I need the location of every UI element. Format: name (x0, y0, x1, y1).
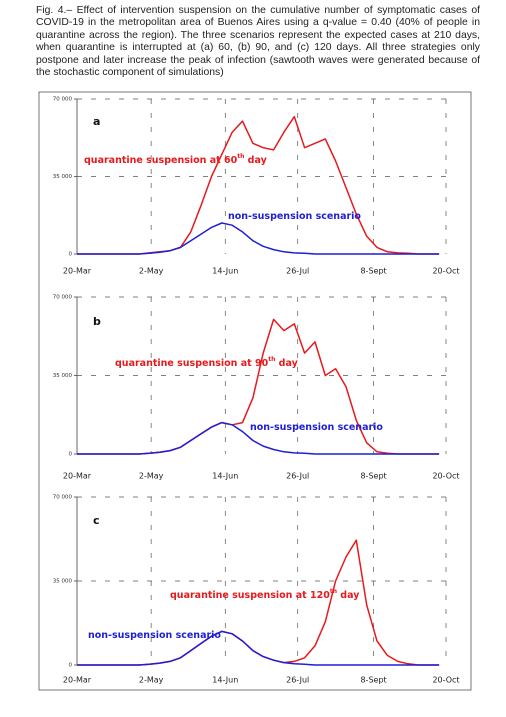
figure-frame (38, 91, 472, 691)
x-tick-label: 2-May (139, 676, 164, 685)
x-tick-label: 14-Jun (212, 472, 238, 481)
annotation: quarantine suspension at 90th day (115, 356, 299, 369)
series-line (77, 115, 440, 255)
panel-label: c (93, 514, 100, 527)
annotation-tail: day (244, 155, 267, 166)
series-line (77, 318, 440, 455)
annotation: quarantine suspension at 60th day (84, 153, 268, 166)
annotation-text: non-suspension scenario (88, 630, 221, 641)
series-line (77, 222, 440, 255)
y-tick-label: 35 000 (53, 579, 73, 585)
x-tick-label: 14-Jun (212, 676, 238, 685)
annotation-sup: th (237, 153, 244, 160)
annotation-sup: th (268, 356, 275, 363)
x-tick-label: 26-Jul (286, 472, 309, 481)
annotation-text: quarantine suspension at 60 (84, 155, 238, 166)
x-tick-label: 26-Jul (286, 267, 309, 276)
x-tick-label: 20-Oct (432, 267, 459, 276)
annotation-tail: day (337, 590, 360, 601)
y-tick-label: 35 000 (53, 174, 73, 180)
panel-label: b (93, 315, 101, 328)
x-tick-label: 14-Jun (212, 267, 238, 276)
x-tick-label: 8-Sept (360, 267, 386, 276)
annotation-text: non-suspension scenario (228, 211, 361, 222)
x-tick-label: 2-May (139, 472, 164, 481)
series-line (77, 630, 440, 666)
x-tick-label: 20-Mar (63, 267, 92, 276)
x-tick-label: 8-Sept (360, 472, 386, 481)
annotation: non-suspension scenario (228, 211, 361, 222)
y-tick-label: 35 000 (53, 373, 73, 379)
y-tick-label: 0 (69, 452, 73, 458)
y-tick-label: 0 (69, 252, 73, 258)
figure-caption: Fig. 4.– Effect of intervention suspensi… (36, 5, 480, 79)
y-tick-label: 0 (69, 663, 73, 669)
annotation-text: quarantine suspension at 120 (170, 590, 330, 601)
annotation: non-suspension scenario (88, 630, 221, 641)
annotation-text: quarantine suspension at 90 (115, 358, 269, 369)
annotation-text: non-suspension scenario (250, 422, 383, 433)
series-line (77, 421, 440, 455)
y-tick-label: 70 000 (53, 97, 73, 103)
y-tick-label: 70 000 (53, 495, 73, 501)
x-tick-label: 2-May (139, 267, 164, 276)
annotation: quarantine suspension at 120th day (170, 588, 360, 601)
x-tick-label: 20-Mar (63, 472, 92, 481)
annotation: non-suspension scenario (250, 422, 383, 433)
x-tick-label: 20-Oct (432, 676, 459, 685)
panel-label: a (93, 115, 100, 128)
series-line (77, 539, 440, 666)
annotation-tail: day (275, 358, 298, 369)
x-tick-label: 20-Oct (432, 472, 459, 481)
annotation-sup: th (330, 588, 337, 595)
y-tick-label: 70 000 (53, 295, 73, 301)
x-tick-label: 8-Sept (360, 676, 386, 685)
x-tick-label: 26-Jul (286, 676, 309, 685)
x-tick-label: 20-Mar (63, 676, 92, 685)
